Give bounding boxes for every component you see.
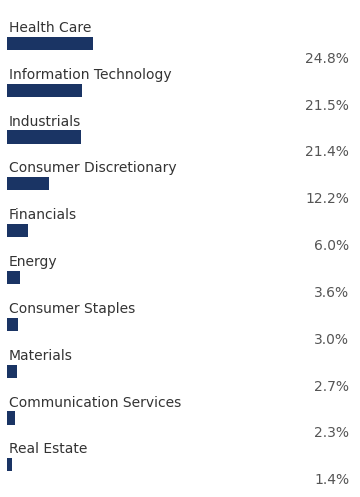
Text: 3.6%: 3.6% <box>314 286 349 300</box>
Text: 2.7%: 2.7% <box>314 380 349 394</box>
Text: 24.8%: 24.8% <box>306 52 349 66</box>
Text: 3.0%: 3.0% <box>314 333 349 347</box>
Text: Industrials: Industrials <box>9 115 81 129</box>
Text: Real Estate: Real Estate <box>9 442 87 456</box>
Text: 21.5%: 21.5% <box>306 98 349 113</box>
Bar <box>7 271 20 284</box>
Bar <box>7 177 49 190</box>
Bar <box>7 458 12 472</box>
Text: Materials: Materials <box>9 349 73 363</box>
Text: Consumer Discretionary: Consumer Discretionary <box>9 162 176 175</box>
Text: Energy: Energy <box>9 255 58 269</box>
Text: 21.4%: 21.4% <box>306 146 349 160</box>
Bar <box>7 224 28 237</box>
Bar <box>7 412 15 424</box>
Text: 12.2%: 12.2% <box>306 192 349 206</box>
Text: Financials: Financials <box>9 208 77 222</box>
Text: Communication Services: Communication Services <box>9 396 181 410</box>
Bar <box>7 131 81 144</box>
Text: 1.4%: 1.4% <box>314 473 349 487</box>
Text: 2.3%: 2.3% <box>314 426 349 440</box>
Bar <box>7 83 81 97</box>
Bar <box>7 365 17 378</box>
Bar <box>7 37 93 50</box>
Text: Information Technology: Information Technology <box>9 68 172 82</box>
Bar <box>7 318 18 331</box>
Text: 6.0%: 6.0% <box>314 239 349 253</box>
Text: Consumer Staples: Consumer Staples <box>9 302 135 316</box>
Text: Health Care: Health Care <box>9 21 91 35</box>
